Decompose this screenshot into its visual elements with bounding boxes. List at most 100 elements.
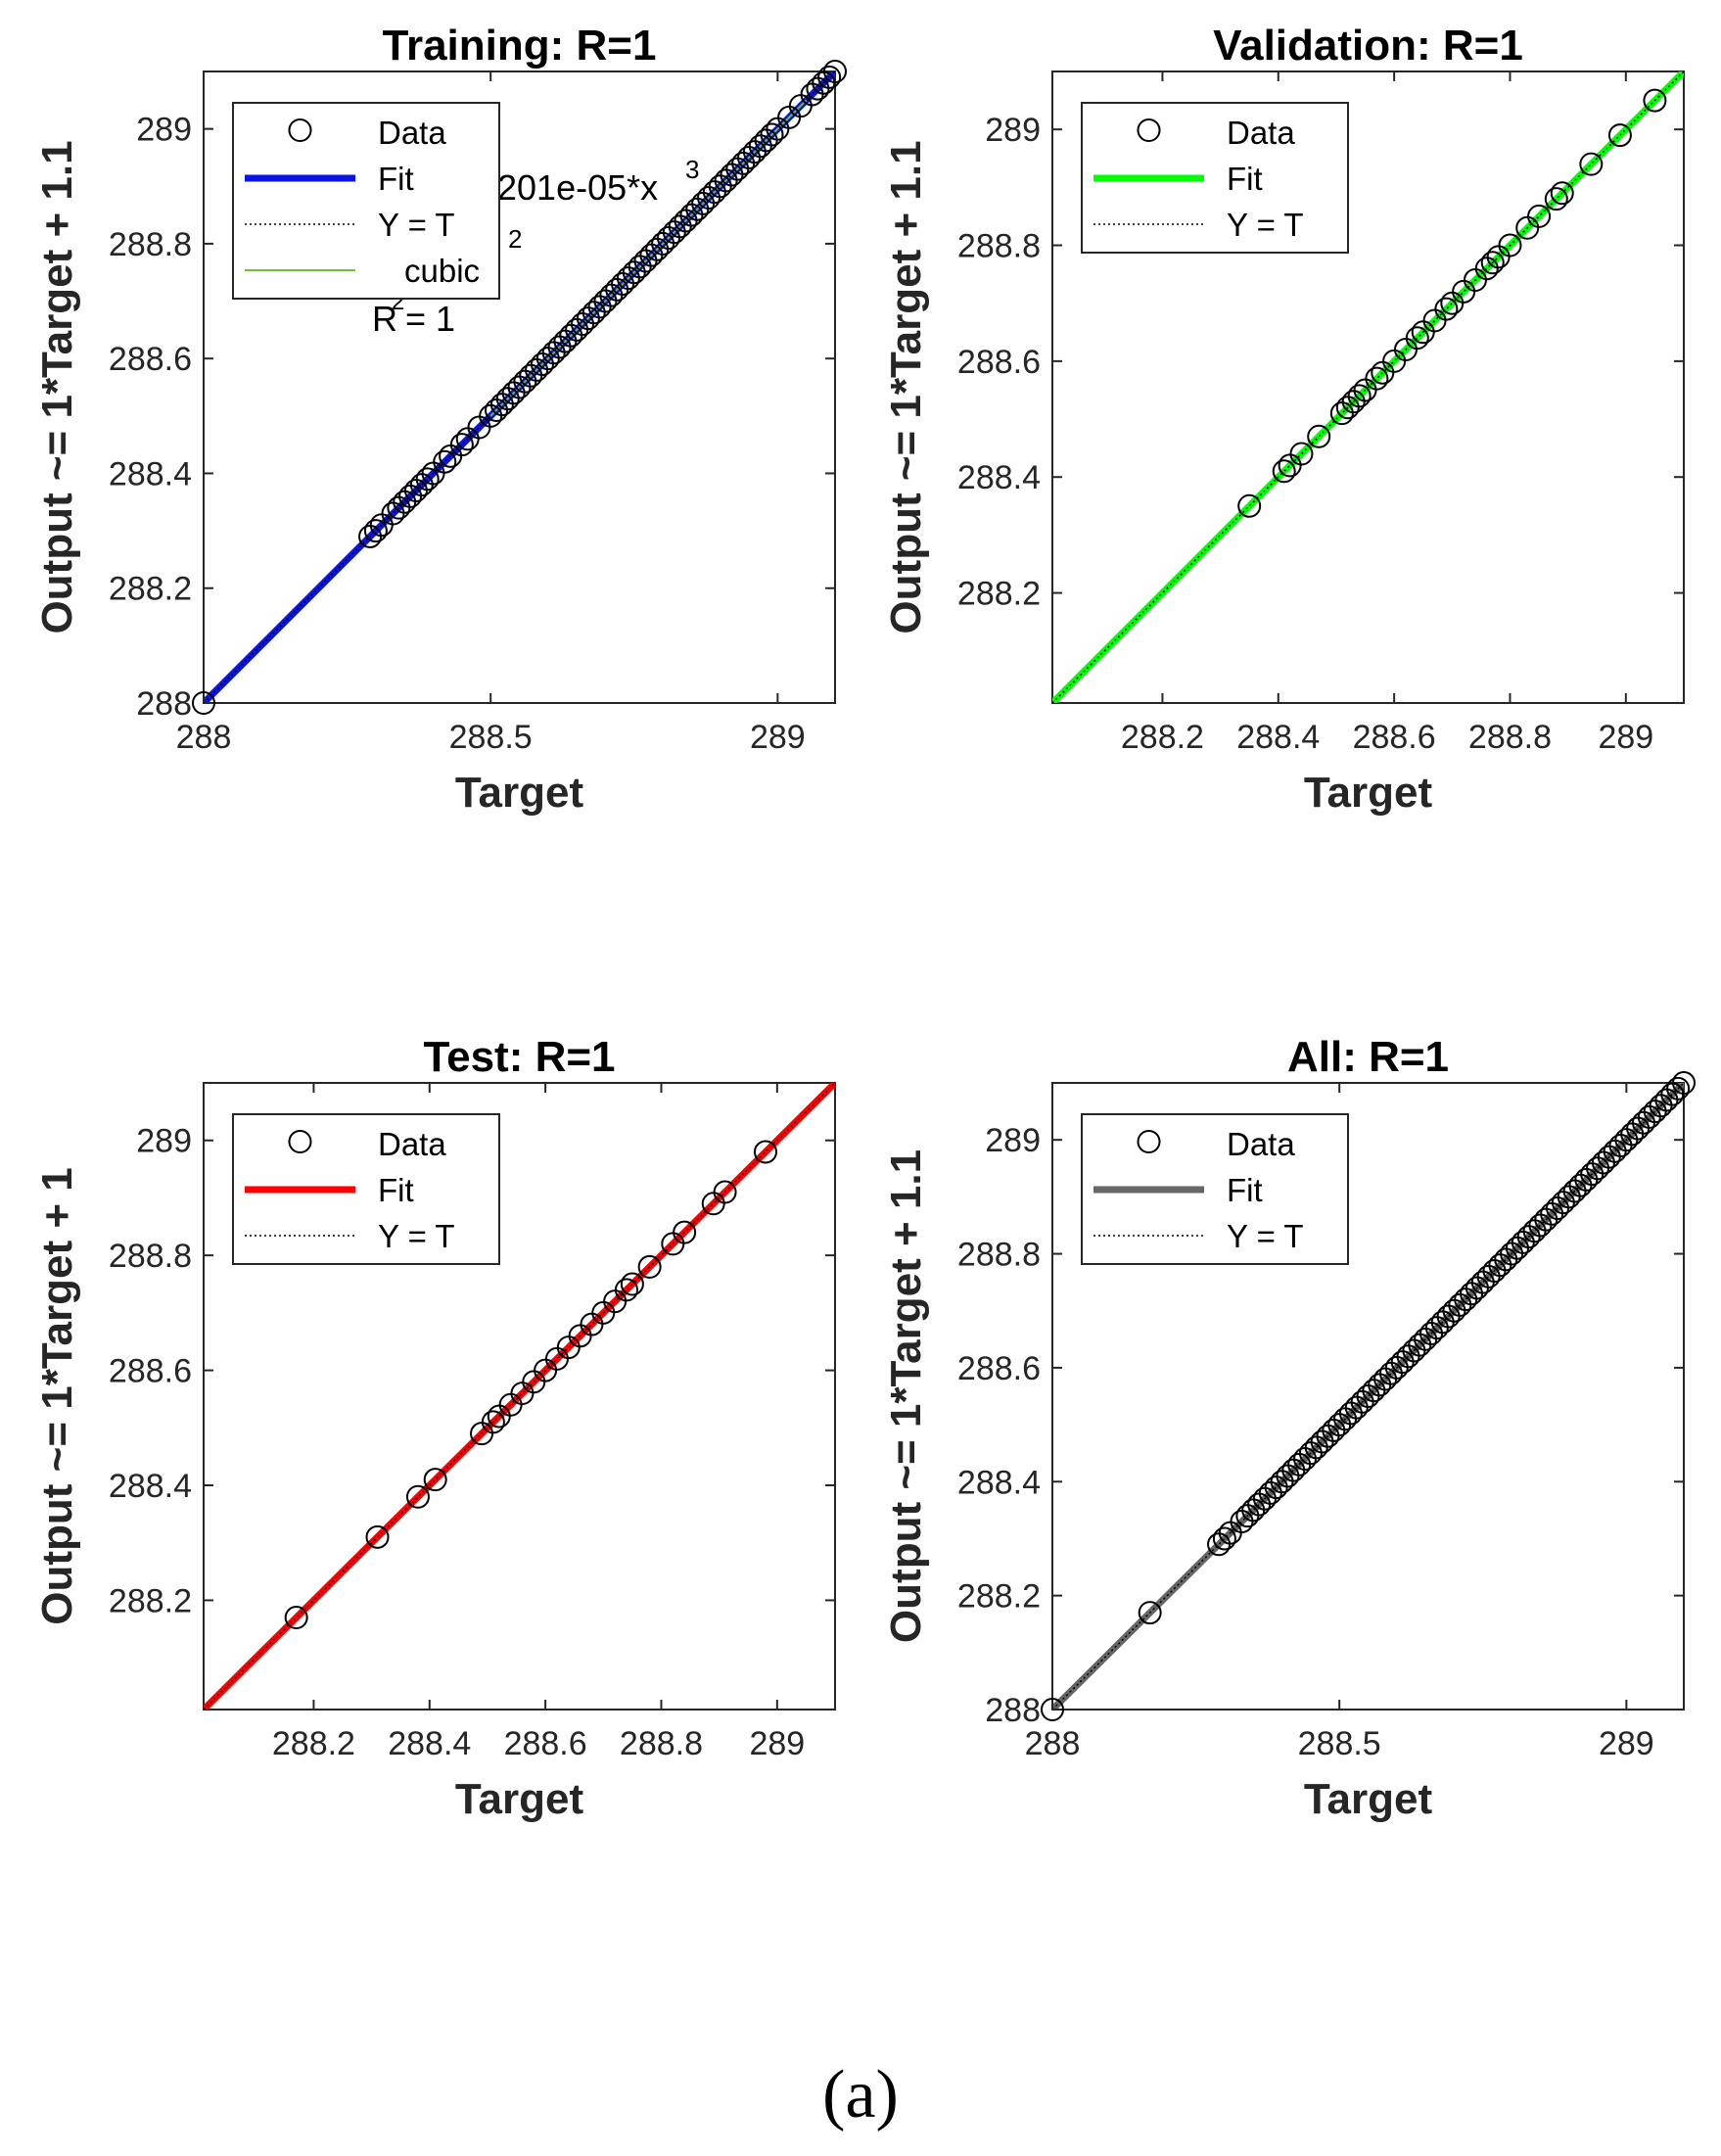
axes-box [1051,70,1685,704]
data-point [1666,1076,1691,1101]
y-tick-label: 288.6 [957,344,1041,381]
x-tick-label: 288.2 [272,1725,355,1762]
x-axis-label: Target [455,1775,584,1823]
x-tick-label: 289 [1598,719,1653,756]
chart-panel-top-right: 288.2 288.4 288.6 288.8 289 288.2 288.4 288.6 28… [882,22,1685,817]
data-point [673,1220,697,1244]
x-axis-label: Target [1304,769,1433,817]
legend-marker [1137,1130,1161,1153]
data-point [753,1140,777,1164]
legend-label: Fit [1227,1172,1263,1208]
data-point [1365,366,1389,391]
fit-equation-fragment: R [372,299,397,339]
data-point [363,519,388,543]
y-tick-label: 288.6 [957,1350,1041,1387]
y-axis-label: Output ~= 1*Target + 1.1 [882,140,930,633]
y-tick-label: 288.2 [957,576,1041,613]
legend-label: cubic [404,253,480,289]
x-axis-label: Target [455,769,584,817]
y-tick-label: 288.4 [957,1464,1041,1501]
chart-title: Training: R=1 [383,22,657,70]
data-point [1347,384,1372,408]
x-tick-label: 289 [749,1725,805,1762]
y-tick-label: 289 [136,1123,192,1160]
y-tick-label: 289 [985,112,1041,149]
legend-label: Y = T [1227,207,1304,243]
y-tick-label: 288.2 [957,1578,1041,1616]
data-point [1544,187,1568,211]
x-tick-label: 288.5 [449,719,533,756]
x-axis-label: Target [1304,1775,1433,1823]
plot-area [204,1083,835,1710]
data-point [620,1272,644,1296]
legend-label: Y = T [1227,1218,1304,1254]
legend-marker [288,1130,312,1153]
data-point [1138,1601,1162,1625]
data-point [1579,152,1604,176]
data-point [449,433,474,457]
x-tick-label: 288.2 [1121,719,1204,756]
data-point [637,1254,662,1279]
legend: Data Fit Y = T [232,1113,500,1265]
y-tick-label: 288.2 [109,571,192,608]
data-point [1212,1526,1236,1551]
data-point [284,1606,308,1630]
x-tick-label: 289 [1599,1725,1654,1762]
chart-panel-top-left: 288 288.5 289 288 288.2 288.4 288.6 288.8 289 Tra… [33,22,847,817]
y-tick-label: 288 [985,1692,1041,1729]
legend-label: Data [1227,115,1295,151]
y-tick-label: 288.4 [957,459,1041,496]
legend-label: Data [378,115,446,151]
data-point [481,1410,505,1434]
legend-label: Data [1227,1126,1295,1162]
data-point [760,122,784,147]
chart-title: All: R=1 [1287,1033,1449,1081]
data-point [817,65,842,89]
chart-panel-bottom-right: 288 288.5 289 288 288.2 288.4 288.6 288.8 289 All… [882,1033,1696,1823]
x-tick-label: 288.6 [504,1725,587,1762]
legend-label: Fit [378,161,414,197]
data-point [415,467,440,492]
data-point [365,1524,390,1549]
data-point [614,1278,638,1302]
data-point [1307,424,1331,448]
data-point [823,60,847,83]
legend-label: Data [378,1126,446,1162]
chart-panel-bottom-left: 288.2 288.4 288.6 288.8 289 288.2 288.4 288.6 28… [33,1033,836,1823]
x-tick-label: 288 [1025,1725,1081,1762]
data-point [713,1180,737,1204]
fit-equation-fragment: 3 [685,155,699,184]
data-point [1289,442,1314,466]
cubic-trend-line [489,99,808,417]
y-tick-label: 288.2 [109,1582,192,1619]
y-tick-label: 288.8 [109,226,192,263]
legend-marker [288,118,312,142]
legend: Data Fit Y = T [1081,1113,1349,1265]
data-point [423,1468,447,1492]
data-point [192,691,215,715]
x-tick-label: 288.6 [1353,719,1436,756]
axes-box [1051,1082,1685,1711]
plot-area [1052,71,1684,703]
data-point [1041,1698,1064,1721]
legend-label: Fit [1227,161,1263,197]
axes-box [203,1082,836,1711]
fit-equation-fragment: 201e-05*x [497,167,658,208]
data-point [433,449,457,474]
figure-caption: (a) [822,2057,899,2133]
y-tick-label: 288 [136,685,192,723]
data-point [1405,326,1429,351]
data-point [1498,233,1522,258]
x-tick-label: 288.4 [1236,719,1320,756]
legend: Data Fit Y = T [1081,102,1349,254]
data-point [1550,181,1574,206]
y-equals-t-line [1052,71,1684,703]
chart-title: Test: R=1 [423,1033,615,1081]
y-equals-t-line [204,1083,835,1710]
data-point [1480,251,1505,275]
y-tick-label: 288.6 [109,341,192,378]
y-axis-label: Output ~= 1*Target + 1.1 [33,140,81,633]
chart-title: Validation: R=1 [1213,22,1523,70]
data-point [1643,88,1667,113]
